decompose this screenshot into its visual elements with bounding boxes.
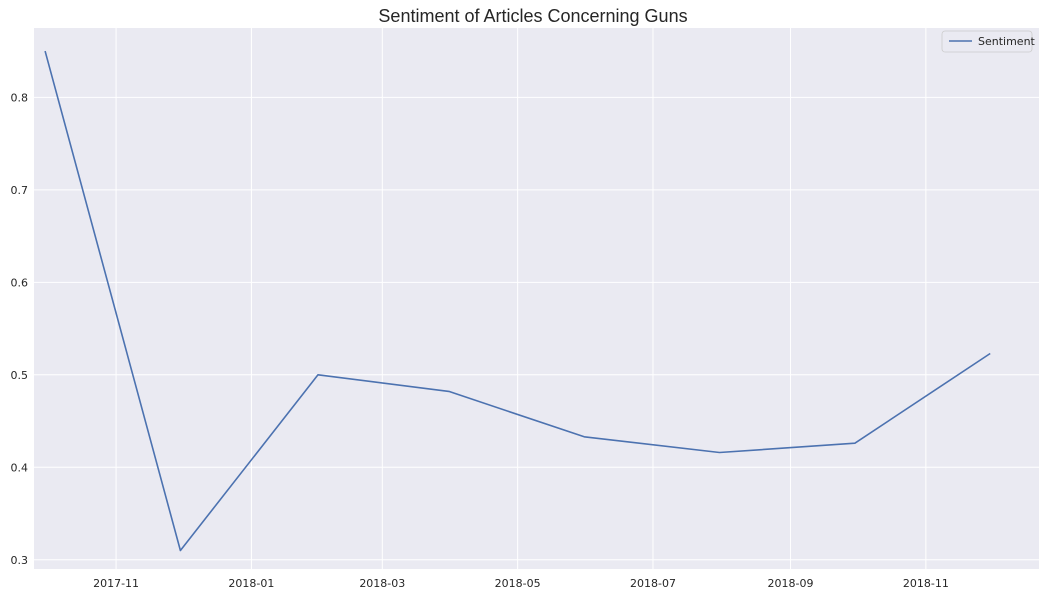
legend: Sentiment xyxy=(941,30,1036,53)
y-tick-label: 0.4 xyxy=(11,461,29,474)
y-tick-label: 0.8 xyxy=(11,91,29,104)
x-tick-label: 2017-11 xyxy=(93,577,139,590)
x-tick-label: 2018-05 xyxy=(495,577,541,590)
series-line-sentiment xyxy=(44,50,991,552)
x-tick-label: 2018-01 xyxy=(228,577,274,590)
legend-label-sentiment: Sentiment xyxy=(978,35,1036,48)
y-tick-label: 0.6 xyxy=(11,276,29,289)
x-tick-label: 2018-11 xyxy=(903,577,949,590)
series-lines xyxy=(44,50,991,552)
y-tick-label: 0.3 xyxy=(11,554,29,567)
x-tick-label: 2018-03 xyxy=(359,577,405,590)
legend-box xyxy=(941,30,1033,53)
y-tick-label: 0.7 xyxy=(11,184,29,197)
chart-title: Sentiment of Articles Concerning Guns xyxy=(378,6,687,26)
x-tick-label: 2018-07 xyxy=(630,577,676,590)
grid-lines xyxy=(34,28,1039,569)
y-tick-label: 0.5 xyxy=(11,369,29,382)
plot-area xyxy=(34,28,1039,569)
y-axis-ticks: 0.3 0.4 0.5 0.6 0.7 0.8 xyxy=(11,91,29,566)
x-tick-label: 2018-09 xyxy=(768,577,814,590)
x-axis-ticks: 2017-11 2018-01 2018-03 2018-05 2018-07 2018-… xyxy=(93,577,949,590)
